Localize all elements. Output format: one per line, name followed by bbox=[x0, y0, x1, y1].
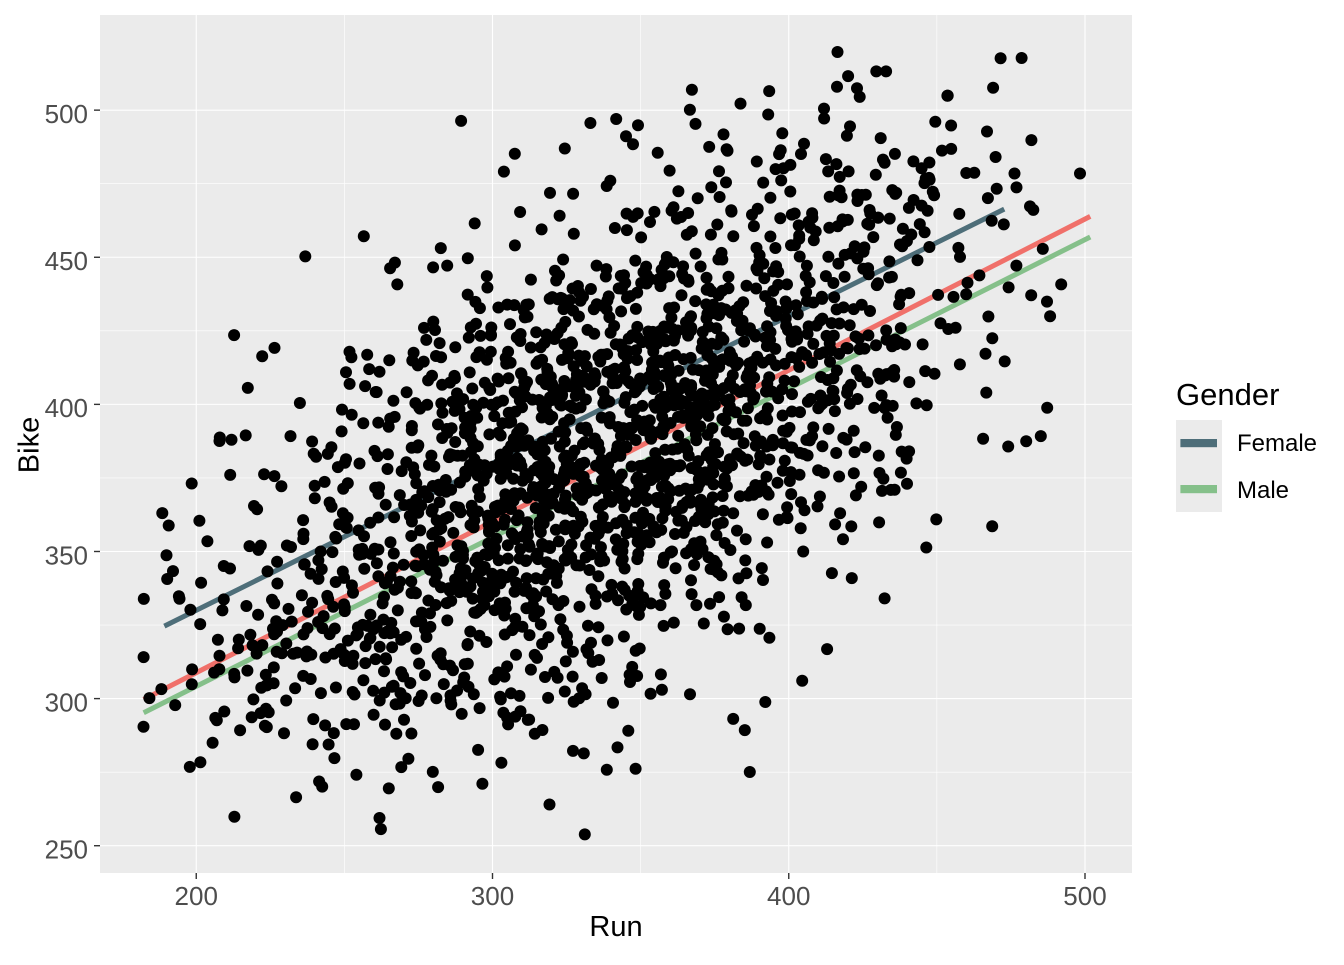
svg-text:300: 300 bbox=[471, 881, 514, 911]
svg-text:250: 250 bbox=[45, 835, 88, 865]
svg-text:Gender: Gender bbox=[1176, 377, 1279, 412]
svg-text:350: 350 bbox=[45, 540, 88, 570]
svg-text:400: 400 bbox=[767, 881, 810, 911]
svg-text:500: 500 bbox=[1063, 881, 1106, 911]
svg-text:300: 300 bbox=[45, 687, 88, 717]
svg-text:450: 450 bbox=[45, 246, 88, 276]
svg-text:200: 200 bbox=[175, 881, 218, 911]
svg-text:400: 400 bbox=[45, 393, 88, 423]
svg-text:Male: Male bbox=[1237, 477, 1289, 504]
svg-text:500: 500 bbox=[45, 99, 88, 129]
svg-text:Female: Female bbox=[1237, 430, 1317, 457]
